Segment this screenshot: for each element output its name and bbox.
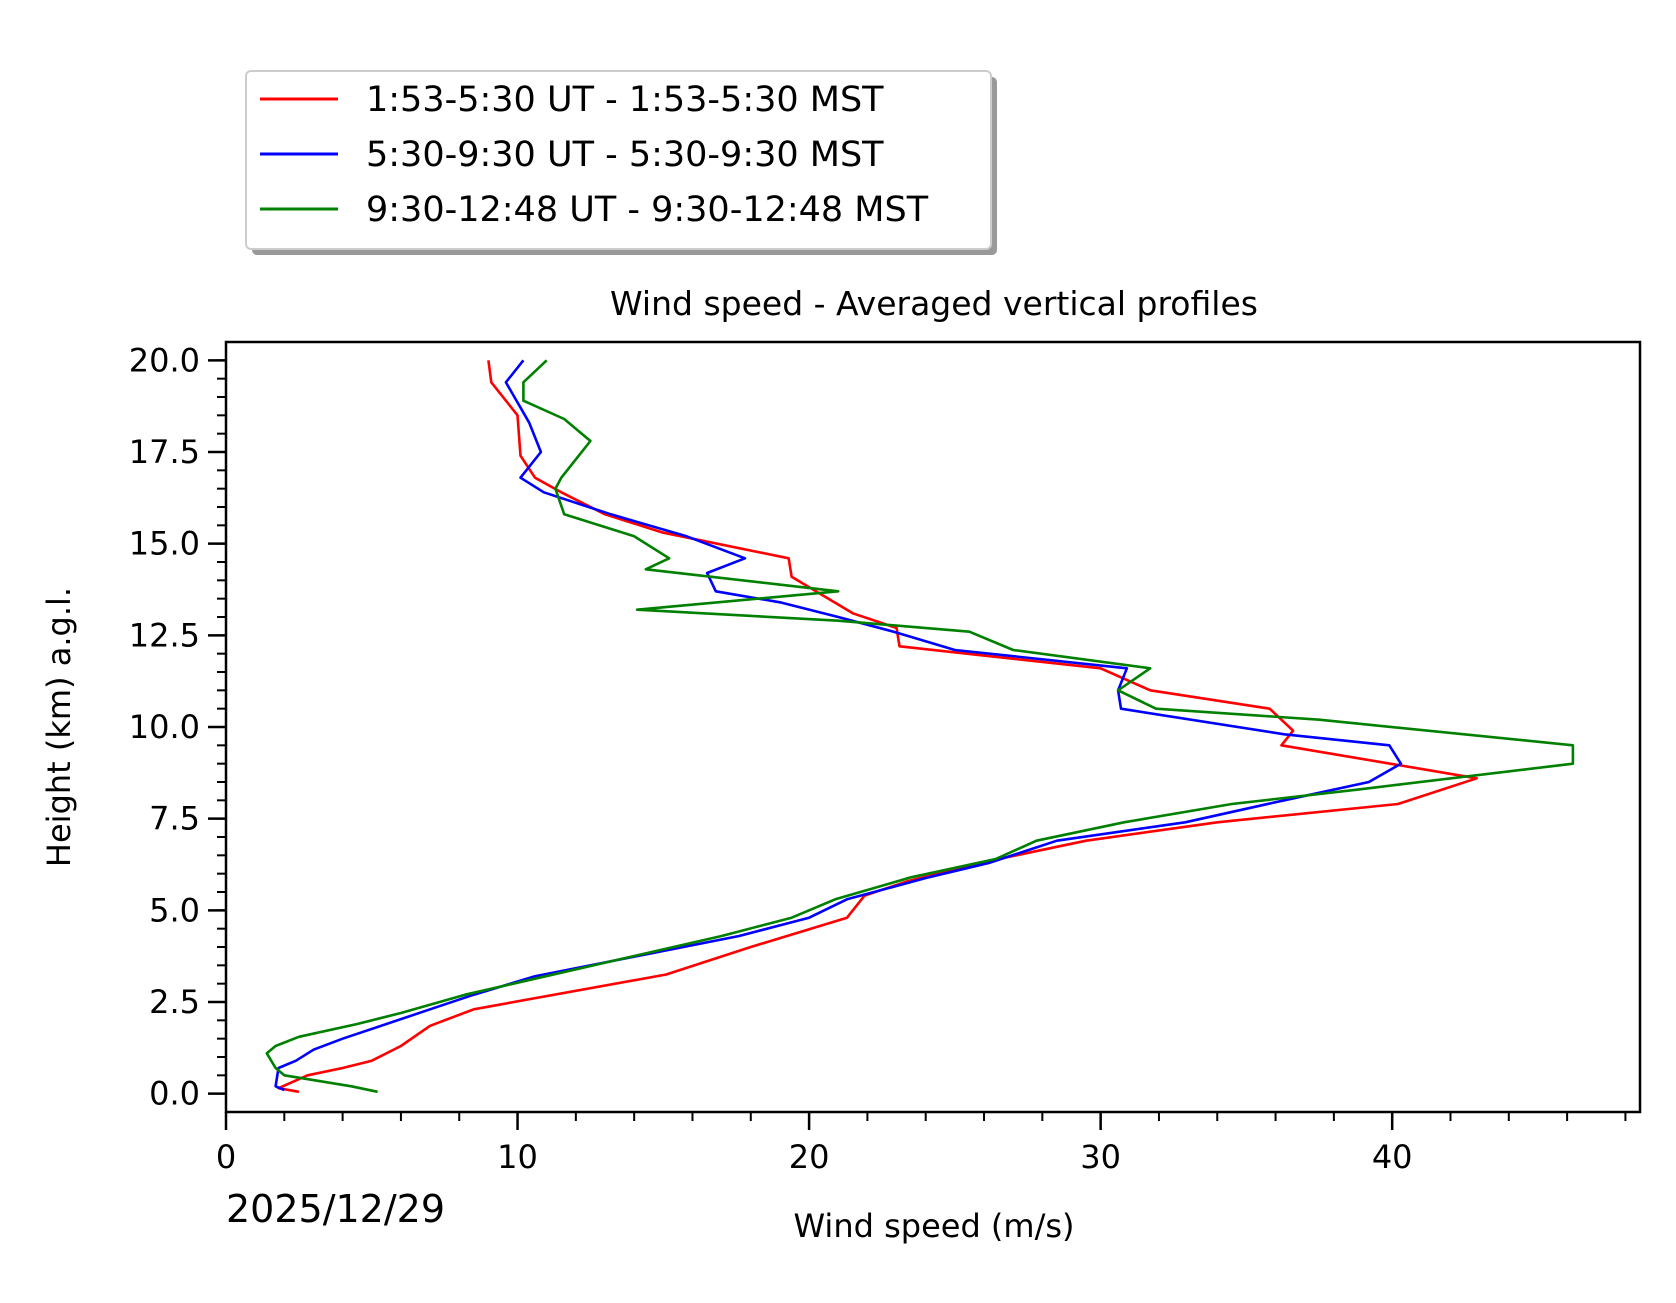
- legend-box: [245, 70, 992, 250]
- x-tick-label: 40: [1372, 1138, 1413, 1176]
- x-tick-label: 10: [497, 1138, 538, 1176]
- y-tick-label: 2.5: [149, 983, 200, 1021]
- x-tick-label: 30: [1080, 1138, 1121, 1176]
- x-tick-label: 0: [216, 1138, 236, 1176]
- y-tick-label: 0.0: [149, 1075, 200, 1113]
- legend-label-1: 5:30-9:30 UT - 5:30-9:30 MST: [366, 135, 884, 175]
- legend-label-2: 9:30-12:48 UT - 9:30-12:48 MST: [366, 190, 929, 230]
- y-tick-label: 20.0: [129, 341, 200, 379]
- y-axis-label: Height (km) a.g.l.: [40, 587, 78, 867]
- date-label: 2025/12/29: [226, 1187, 445, 1231]
- y-tick-label: 15.0: [129, 525, 200, 563]
- y-tick-label: 17.5: [129, 433, 200, 471]
- x-tick-label: 20: [789, 1138, 830, 1176]
- legend-label-0: 1:53-5:30 UT - 1:53-5:30 MST: [366, 80, 884, 120]
- legend: 1:53-5:30 UT - 1:53-5:30 MST 5:30-9:30 U…: [245, 70, 997, 255]
- series-line-1: [274, 359, 1403, 1092]
- y-axis: 0.0 2.5 5.0 7.5 10.0 12.5 15.0 17.5 20.0: [129, 341, 226, 1113]
- series-line-2: [265, 359, 1575, 1094]
- x-axis-label: Wind speed (m/s): [793, 1207, 1074, 1245]
- plot-area: [224, 340, 1642, 1114]
- chart-title: Wind speed - Averaged vertical profiles: [610, 284, 1258, 323]
- y-tick-label: 12.5: [129, 616, 200, 654]
- series-line-0: [277, 360, 1478, 1094]
- y-tick-label: 5.0: [149, 891, 200, 929]
- series-layer: [265, 359, 1575, 1094]
- y-tick-label: 7.5: [149, 800, 200, 838]
- y-tick-label: 10.0: [129, 708, 200, 746]
- x-axis: 0 10 20 30 40: [216, 1112, 1627, 1176]
